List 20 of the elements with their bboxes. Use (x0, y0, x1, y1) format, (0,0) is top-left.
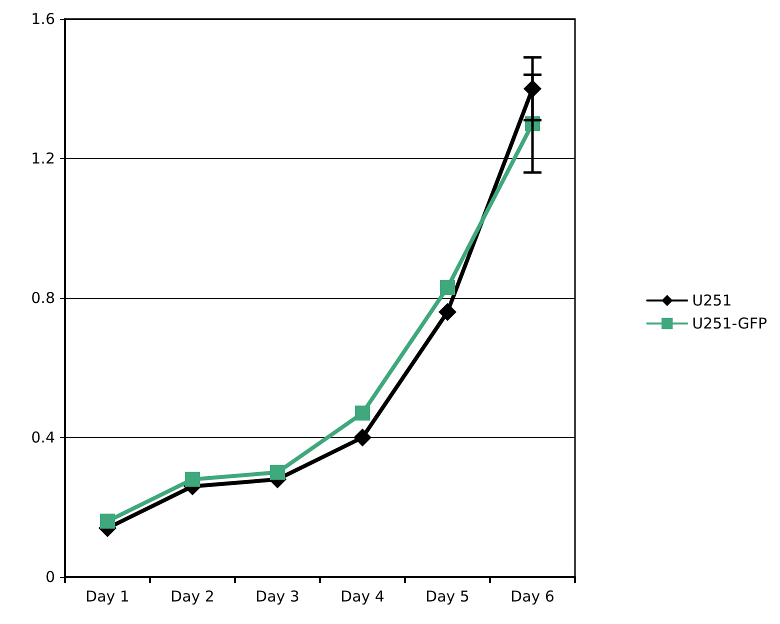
y-tick-label: 1.6 (31, 10, 55, 28)
legend-label: U251-GFP (692, 314, 768, 332)
point (440, 280, 455, 296)
y-tick-label: 0.4 (31, 428, 55, 446)
x-tick-label: Day 1 (86, 588, 130, 606)
y-tick-label: 1.2 (31, 150, 55, 168)
point (438, 302, 456, 321)
point (355, 406, 370, 421)
point (100, 514, 115, 529)
point (354, 428, 372, 446)
x-tick-label: Day 5 (426, 588, 470, 606)
point (185, 472, 200, 487)
x-tick-label: Day 3 (256, 588, 300, 606)
y-tick-label: 0 (45, 568, 55, 586)
x-tick-label: Day 2 (170, 588, 214, 606)
point (270, 464, 285, 480)
y-tick-label: 0.8 (31, 289, 55, 307)
x-tick-label: Day 4 (340, 588, 384, 606)
x-tick-label: Day 6 (510, 588, 554, 606)
legend-label: U251 (692, 292, 732, 310)
